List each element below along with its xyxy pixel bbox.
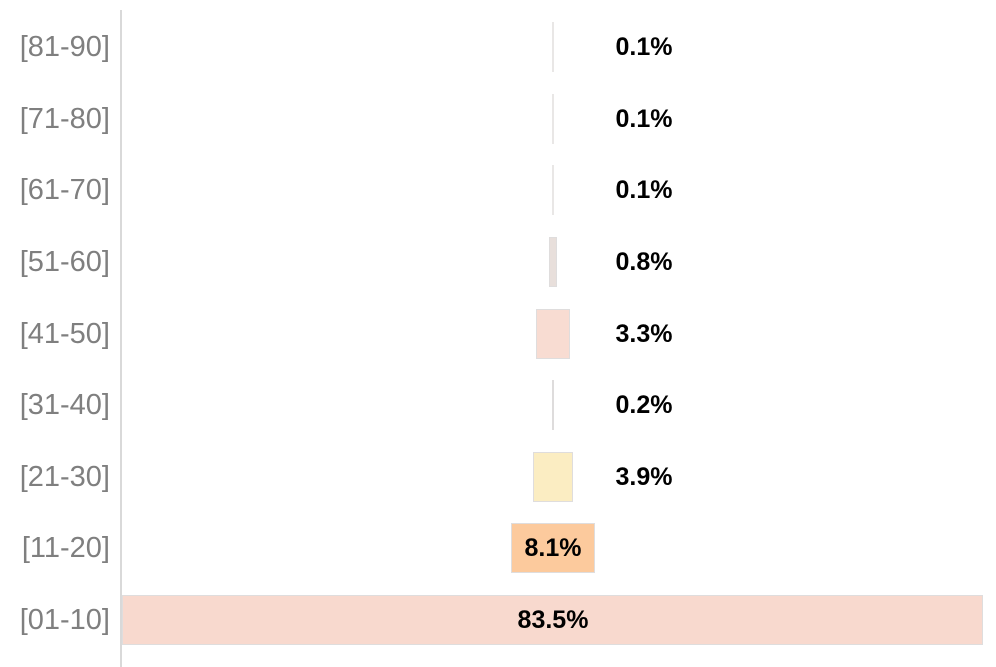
- category-label: [81-90]: [19, 30, 110, 63]
- value-label: 0.8%: [615, 247, 673, 276]
- value-label: 8.1%: [524, 533, 582, 562]
- bar-21-30: [533, 452, 573, 502]
- bar-61-70: [552, 165, 554, 215]
- bar-51-60: [549, 237, 557, 287]
- category-label: [11-20]: [21, 531, 110, 564]
- bar-11-20: [511, 523, 595, 573]
- category-label: [71-80]: [19, 102, 110, 135]
- bar-31-40: [552, 380, 554, 430]
- bar-41-50: [536, 309, 570, 359]
- value-label: 0.1%: [615, 175, 673, 204]
- value-label: 0.1%: [615, 32, 673, 61]
- value-label: 3.3%: [615, 319, 673, 348]
- category-label: [41-50]: [19, 317, 110, 350]
- value-label: 0.1%: [615, 104, 673, 133]
- value-label: 3.9%: [615, 462, 673, 491]
- bar-71-80: [552, 94, 554, 144]
- category-label: [01-10]: [19, 603, 110, 636]
- bar-01-10: [122, 595, 983, 645]
- value-label: 83.5%: [517, 605, 589, 634]
- y-axis-line: [120, 10, 122, 667]
- value-label: 0.2%: [615, 390, 673, 419]
- category-label: [31-40]: [19, 388, 110, 421]
- category-label: [61-70]: [19, 173, 110, 206]
- category-label: [51-60]: [19, 245, 110, 278]
- category-label: [21-30]: [19, 460, 110, 493]
- bar-81-90: [552, 22, 554, 72]
